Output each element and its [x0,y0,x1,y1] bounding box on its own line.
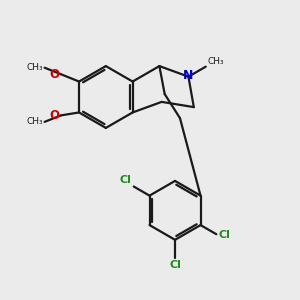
Text: CH₃: CH₃ [27,117,44,126]
Text: Cl: Cl [119,175,131,185]
Text: CH₃: CH₃ [27,63,44,72]
Text: Cl: Cl [169,260,181,270]
Text: CH₃: CH₃ [207,57,224,66]
Text: O: O [50,68,60,81]
Text: Cl: Cl [219,230,231,240]
Text: O: O [50,109,60,122]
Text: N: N [183,69,194,82]
